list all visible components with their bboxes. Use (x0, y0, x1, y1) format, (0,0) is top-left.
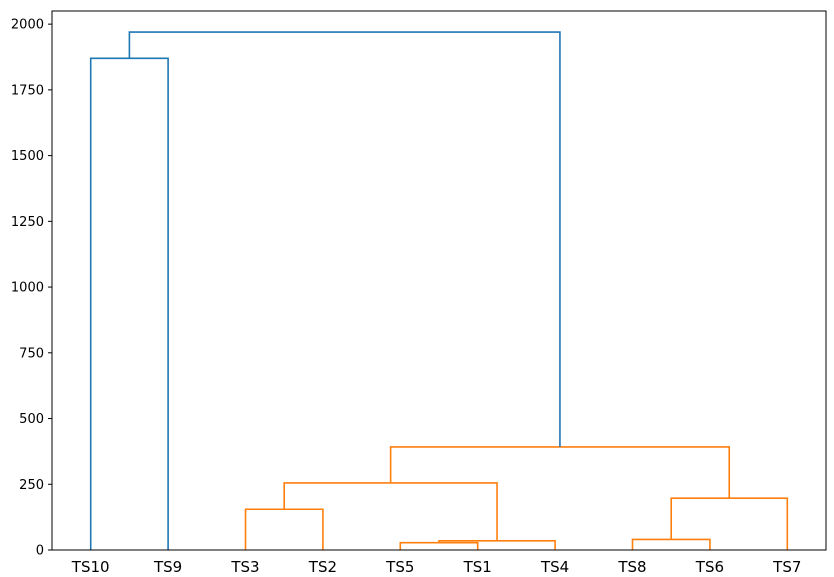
x-leaf-label-ts6: TS6 (695, 558, 724, 576)
plot-frame (51, 10, 827, 551)
x-leaf-label-ts1: TS1 (463, 558, 492, 576)
y-tick-label-6: 1500 (11, 149, 44, 164)
dendrogram-link-8 (128, 31, 561, 447)
y-tick-label-1: 250 (19, 478, 44, 493)
x-axis: TS10 TS9 TS3 TS2 TS5 TS1 TS4 TS8 TS6 TS7 (71, 558, 802, 576)
x-leaf-label-ts10: TS10 (71, 558, 110, 576)
y-tick-label-4: 1000 (11, 281, 44, 296)
y-tick-label-5: 1250 (11, 215, 44, 230)
x-leaf-label-ts5: TS5 (385, 558, 414, 576)
y-tick-label-2: 500 (19, 412, 44, 427)
links-layer (89, 31, 789, 550)
y-tick-label-8: 2000 (11, 18, 44, 33)
x-leaf-label-ts9: TS9 (153, 558, 182, 576)
plot-area (52, 11, 826, 550)
y-tick-label-7: 1750 (11, 83, 44, 98)
x-leaf-label-ts3: TS3 (230, 558, 259, 576)
x-leaf-label-ts2: TS2 (308, 558, 337, 576)
y-tick-label-0: 0 (36, 544, 44, 559)
x-leaf-label-ts8: TS8 (617, 558, 646, 576)
x-leaf-label-ts7: TS7 (772, 558, 801, 576)
y-tick-label-3: 750 (19, 346, 44, 361)
x-leaf-label-ts4: TS4 (540, 558, 569, 576)
y-axis: 0 250 500 750 1000 1250 1500 1750 2000 (11, 18, 52, 559)
